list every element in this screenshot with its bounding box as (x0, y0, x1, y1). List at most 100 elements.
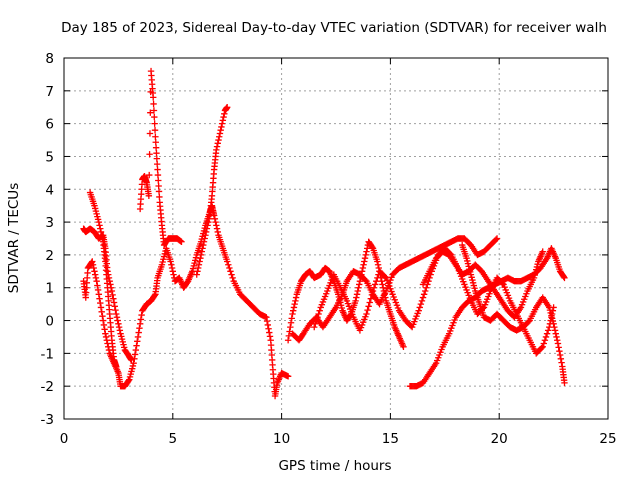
data-point (554, 340, 562, 347)
data-point (284, 337, 292, 344)
data-point (361, 254, 369, 262)
data-point (194, 264, 202, 272)
data-point (356, 277, 364, 285)
data-point (202, 232, 209, 239)
data-point (116, 327, 124, 334)
data-point (197, 251, 205, 259)
data-point (381, 273, 389, 280)
data-point (201, 235, 208, 242)
data-point (93, 277, 100, 285)
data-point (152, 139, 159, 146)
data-series (86, 189, 120, 370)
data-point (155, 188, 163, 195)
data-point (115, 320, 122, 328)
data-point (539, 248, 546, 255)
data-point (115, 323, 123, 331)
data-point (540, 340, 548, 347)
data-point (374, 258, 381, 265)
data-point (360, 261, 367, 268)
data-point (354, 287, 361, 295)
data-point (369, 287, 377, 295)
data-point (316, 307, 323, 314)
data-point (95, 218, 103, 226)
data-point (221, 110, 228, 117)
data-point (97, 299, 104, 307)
data-point (92, 274, 100, 282)
data-point (110, 299, 118, 306)
data-point (422, 287, 429, 295)
data-point (356, 281, 363, 288)
y-tick-label: -1 (41, 346, 54, 362)
data-point (97, 228, 105, 236)
data-point (290, 304, 298, 311)
data-point (284, 373, 292, 380)
data-point (363, 248, 370, 255)
data-point (111, 303, 118, 310)
data-series (193, 104, 231, 278)
data-point (218, 120, 226, 127)
data-point (150, 107, 158, 114)
data-point (556, 351, 564, 359)
data-point (352, 297, 359, 305)
data-point (151, 113, 158, 121)
data-point (363, 245, 371, 252)
data-point (150, 94, 157, 101)
data-point (196, 258, 203, 265)
y-tick-label: 7 (45, 84, 54, 100)
data-point (197, 254, 204, 262)
data-point (170, 271, 177, 278)
data-point (353, 294, 360, 301)
data-point (359, 264, 367, 272)
x-tick-label: 25 (599, 431, 616, 447)
data-point (138, 311, 145, 319)
data-point (287, 323, 294, 331)
data-series (406, 245, 568, 390)
data-series (80, 225, 135, 364)
data-point (292, 294, 300, 301)
data-point (195, 261, 203, 268)
data-point (365, 303, 372, 310)
y-tick-label: 1 (45, 281, 54, 297)
data-point (525, 318, 532, 325)
data-point (137, 316, 145, 323)
data-point (263, 317, 271, 325)
data-point (135, 329, 142, 336)
data-point (400, 343, 407, 350)
data-point (417, 300, 425, 308)
data-point (98, 232, 105, 239)
data-point (551, 327, 559, 334)
data-point (544, 327, 552, 334)
x-tick-label: 15 (382, 431, 399, 447)
data-point (214, 140, 221, 147)
data-point (89, 258, 96, 265)
data-point (205, 215, 213, 223)
data-point (130, 360, 137, 367)
data-point (168, 264, 176, 272)
data-point (156, 193, 163, 201)
data-point (313, 317, 320, 324)
data-point (366, 299, 373, 306)
data-point (99, 312, 106, 320)
data-point (101, 326, 108, 333)
data-point (133, 342, 140, 349)
data-point (91, 271, 99, 278)
data-point (217, 127, 224, 134)
data-point (90, 264, 97, 272)
data-point (289, 310, 296, 318)
data-point (151, 127, 159, 134)
data-point (145, 192, 153, 200)
data-point (374, 261, 382, 268)
data-point (94, 282, 101, 289)
data-point (224, 258, 231, 265)
data-point (220, 113, 227, 121)
data-point (89, 261, 97, 268)
data-point (204, 222, 211, 229)
data-point (100, 321, 108, 329)
data-point (147, 109, 154, 116)
data-point (154, 166, 161, 173)
data-point (374, 274, 381, 282)
data-point (216, 133, 223, 140)
data-point (225, 261, 232, 268)
data-point (153, 155, 161, 162)
data-point (561, 274, 568, 282)
